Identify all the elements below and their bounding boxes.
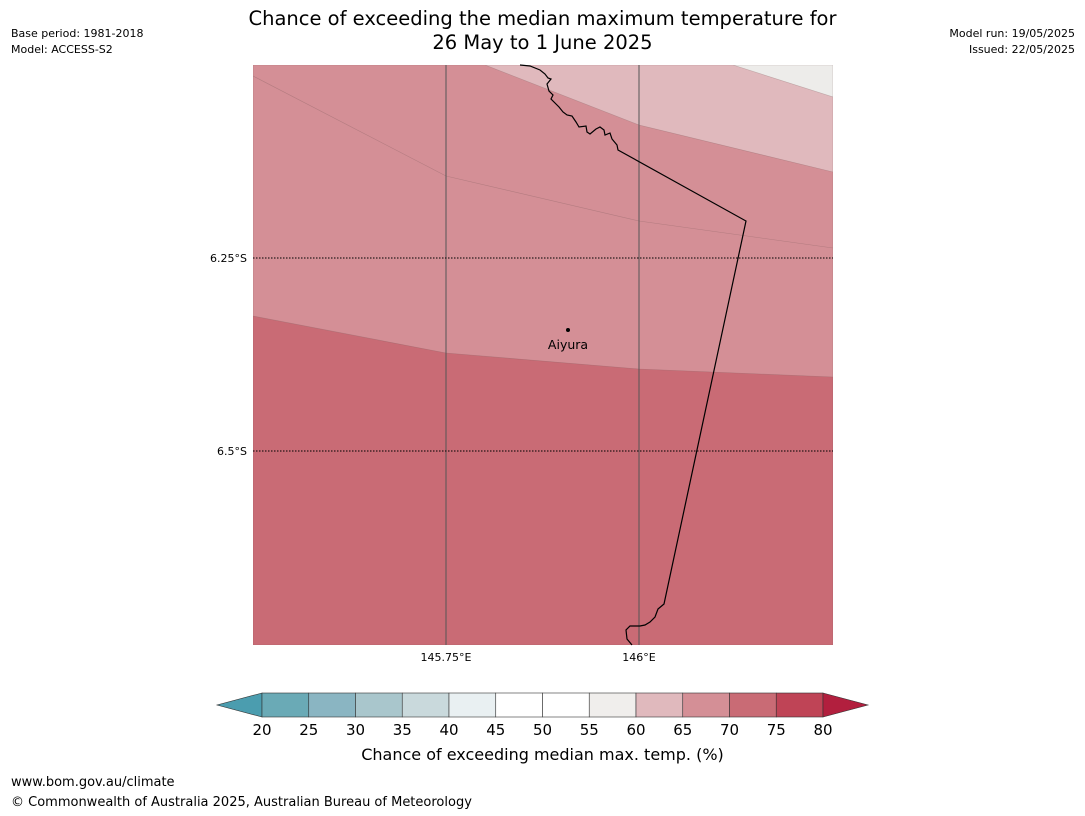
aiyura-label: Aiyura xyxy=(548,337,588,352)
issued-date-text: Issued: 22/05/2025 xyxy=(968,43,1075,56)
model-run-text: Model run: 19/05/2025 xyxy=(949,27,1075,40)
base-period-text: Base period: 1981-2018 xyxy=(11,27,144,40)
colorbar-segment xyxy=(635,692,684,718)
colorbar: 20 25 30 35 40 45 50 55 60 65 70 75 80 xyxy=(215,692,870,739)
colorbar-segment xyxy=(355,692,403,718)
aiyura-marker xyxy=(566,328,570,332)
probability-zones xyxy=(253,65,833,645)
title-line-1: Chance of exceeding the median maximum t… xyxy=(248,7,837,30)
colorbar-segment xyxy=(729,692,777,718)
colorbar-segment xyxy=(448,692,497,718)
header-left-info: Base period: 1981-2018 Model: ACCESS-S2 xyxy=(11,26,143,58)
map-title: Chance of exceeding the median maximum t… xyxy=(0,7,1085,55)
colorbar-tick-label: 45 xyxy=(486,721,505,739)
colorbar-tick-label: 20 xyxy=(252,721,271,739)
colorbar-low-extend xyxy=(215,692,263,718)
colorbar-tick-label: 70 xyxy=(720,721,739,739)
colorbar-tick-label: 60 xyxy=(626,721,645,739)
model-name-text: Model: ACCESS-S2 xyxy=(11,43,113,56)
lon-label-146: 146°E xyxy=(622,651,655,664)
header-right-info: Model run: 19/05/2025 Issued: 22/05/2025 xyxy=(949,26,1075,58)
colorbar-tick-label: 80 xyxy=(813,721,832,739)
colorbar-high-extend xyxy=(822,692,870,718)
colorbar-tick-label: 50 xyxy=(533,721,552,739)
footer-copyright: © Commonwealth of Australia 2025, Austra… xyxy=(11,795,472,810)
colorbar-tick-label: 55 xyxy=(580,721,599,739)
coastline-border xyxy=(519,64,747,646)
colorbar-segment xyxy=(495,692,543,718)
colorbar-segment xyxy=(588,692,637,718)
lat-label-6-5: 6.5°S xyxy=(217,445,247,458)
colorbar-segment xyxy=(401,692,450,718)
title-line-2: 26 May to 1 June 2025 xyxy=(432,31,653,54)
colorbar-title: Chance of exceeding median max. temp. (%… xyxy=(361,745,724,764)
colorbar-segment xyxy=(261,692,310,718)
colorbar-tick-label: 35 xyxy=(393,721,412,739)
lon-label-145-75: 145.75°E xyxy=(421,651,472,664)
colorbar-tick-label: 65 xyxy=(673,721,692,739)
colorbar-tick-label: 40 xyxy=(439,721,458,739)
colorbar-segment xyxy=(542,692,590,718)
colorbar-tick-label: 30 xyxy=(346,721,365,739)
colorbar-tick-label: 75 xyxy=(767,721,786,739)
colorbar-segment xyxy=(308,692,356,718)
lat-label-6-25: 6.25°S xyxy=(210,252,247,265)
colorbar-tick-label: 25 xyxy=(299,721,318,739)
colorbar-segment xyxy=(775,692,824,718)
colorbar-segment xyxy=(682,692,730,718)
footer-url: www.bom.gov.au/climate xyxy=(11,775,175,790)
